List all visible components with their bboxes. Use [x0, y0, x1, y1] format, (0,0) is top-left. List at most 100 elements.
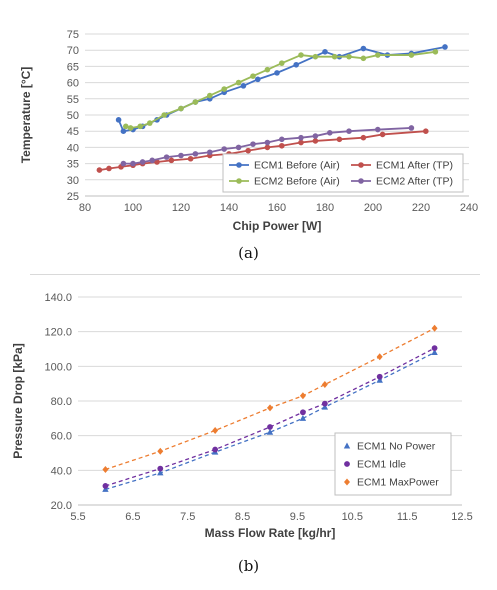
- chart-a-point-ecm1-after-tp: [312, 138, 319, 144]
- chart-a-point-ecm2-before-air: [192, 99, 199, 105]
- chart-a-point-ecm2-before-air: [123, 123, 129, 130]
- chart-a-point-ecm1-before-air: [322, 49, 328, 55]
- y-tick-label: 140.0: [44, 292, 72, 304]
- chart-a-point-ecm2-after-tp: [264, 139, 271, 146]
- chart-a-point-ecm2-after-tp: [235, 144, 242, 151]
- chart-b-point-ecm1-maxpower: [376, 353, 383, 361]
- figure-b: 20.0 40.0 60.0 80.0 100.0 120.0 140.0 5.5 6.5 7.5…: [0, 270, 497, 590]
- chart-b-point-ecm1-no-power: [102, 485, 109, 492]
- y-tick-label: 40: [67, 142, 79, 154]
- chart-a-point-ecm2-after-tp: [327, 130, 333, 136]
- chart-a-point-ecm2-after-tp: [163, 154, 170, 160]
- y-axis-title: Pressure Drop [kPa]: [11, 343, 25, 458]
- chart-b-point-ecm1-idle: [431, 345, 438, 352]
- chart-b-point-ecm1-no-power: [321, 403, 329, 410]
- chart-a-point-ecm1-before-air: [115, 117, 122, 123]
- chart-b-point-ecm1-idle: [102, 483, 109, 489]
- chart-a-point-ecm2-after-tp: [120, 160, 127, 167]
- chart-a-point-ecm1-after-tp: [336, 136, 343, 143]
- chart-a-point-ecm2-before-air: [432, 49, 439, 55]
- chart-b: 20.0 40.0 60.0 80.0 100.0 120.0 140.0 5.5 6.5 7.5…: [11, 292, 473, 540]
- chart-a-legend: [222, 153, 464, 193]
- chart-a-point-ecm1-after-tp: [279, 142, 285, 149]
- chart-a-point-ecm1-after-tp: [187, 155, 194, 162]
- chart-a-point-ecm2-after-tp: [408, 125, 415, 131]
- chart-a-point-ecm2-before-air: [375, 52, 381, 58]
- legend-label-ecm1-idle: ECM1 Idle: [357, 459, 406, 471]
- chart-b-point-ecm1-idle: [157, 465, 164, 472]
- caption-a: (a): [238, 244, 259, 262]
- y-tick-label: 80.0: [51, 396, 72, 408]
- chart-a: 25 30 35 40 45 50 55 60 65 70 75 80 100 120 140 160 180 2…: [19, 29, 478, 233]
- chart-b-point-ecm1-maxpower: [102, 465, 109, 473]
- chart-b-point-ecm1-no-power: [266, 428, 274, 435]
- x-tick-label: 80: [79, 202, 91, 214]
- x-tick-label: 180: [316, 202, 334, 214]
- chart-a-point-ecm1-before-air: [240, 83, 247, 89]
- chart-a-point-ecm1-after-tp: [96, 167, 103, 173]
- y-tick-label: 60.0: [51, 431, 72, 443]
- chart-a-point-ecm1-after-tp: [264, 144, 271, 151]
- legend-label-ecm1-no-power: ECM1 No Power: [357, 441, 436, 453]
- chart-a-point-ecm2-before-air: [312, 53, 319, 60]
- chart-a-point-ecm1-after-tp: [298, 139, 304, 146]
- chart-b-point-ecm1-maxpower: [267, 404, 273, 412]
- chart-a-point-ecm2-after-tp: [346, 128, 352, 134]
- y-tick-label: 70: [67, 45, 79, 57]
- x-tick-label: 11.5: [397, 511, 418, 523]
- chart-a-point-ecm1-before-air: [293, 61, 300, 68]
- chart-a-point-ecm2-after-tp: [312, 133, 319, 139]
- chart-b-point-ecm1-maxpower: [212, 426, 219, 434]
- y-axis-title: Temperature [°C]: [19, 67, 33, 164]
- chart-a-point-ecm2-after-tp: [375, 126, 381, 133]
- chart-b-point-ecm1-no-power: [376, 376, 383, 383]
- chart-b-trendline-ecm1-no-power: [105, 351, 435, 491]
- chart-b-point-ecm1-idle: [321, 400, 328, 407]
- chart-a-point-ecm2-before-air: [346, 53, 352, 60]
- x-axis-title: Mass Flow Rate [kg/hr]: [205, 526, 336, 540]
- chart-a-point-ecm2-before-air: [360, 55, 367, 62]
- chart-a-point-ecm2-after-tp: [250, 141, 256, 147]
- chart-b-point-ecm1-idle: [267, 424, 273, 430]
- chart-a-point-ecm2-before-air: [331, 53, 338, 60]
- chart-b-trendline-ecm1-idle: [105, 347, 435, 487]
- chart-a-point-ecm2-before-air: [235, 79, 242, 86]
- chart-a-point-ecm2-before-air: [178, 105, 184, 112]
- x-tick-label: 120: [172, 202, 190, 214]
- chart-b-point-ecm1-maxpower: [157, 447, 164, 455]
- chart-a-point-ecm2-before-air: [221, 86, 227, 92]
- x-tick-label: 6.5: [125, 511, 140, 523]
- chart-a-series-line-ecm1-before-air: [117, 46, 446, 133]
- chart-a-point-ecm2-after-tp: [298, 134, 304, 141]
- chart-a-point-ecm1-before-air: [274, 70, 280, 76]
- figure-a: 25 30 35 40 45 50 55 60 65 70 75 80 100 120 140 160 180 2…: [0, 0, 497, 270]
- legend-marker-ecm1-after-tp: [358, 162, 364, 168]
- chart-a-point-ecm1-after-tp: [154, 159, 160, 165]
- legend-marker-ecm1-maxpower: [344, 478, 350, 486]
- chart-b-point-ecm1-maxpower: [431, 324, 438, 332]
- caption-b: (b): [237, 557, 260, 575]
- chart-a-point-ecm2-after-tp: [207, 149, 213, 156]
- legend-label-ecm1-maxpower: ECM1 MaxPower: [357, 477, 439, 489]
- chart-b-legend: [334, 432, 452, 496]
- legend-marker-ecm2-after-tp: [358, 178, 364, 184]
- legend-marker-ecm2-before-air: [236, 178, 242, 184]
- chart-a-point-ecm2-before-air: [264, 66, 271, 73]
- chart-a-point-ecm2-after-tp: [192, 151, 199, 157]
- chart-a-point-ecm2-before-air: [161, 112, 167, 118]
- chart-a-point-ecm2-before-air: [137, 123, 143, 130]
- x-tick-label: 9.5: [290, 511, 305, 523]
- chart-a-point-ecm1-after-tp: [379, 131, 386, 138]
- legend-marker-ecm1-idle: [344, 461, 350, 467]
- y-tick-label: 55: [67, 94, 79, 106]
- chart-a-point-ecm2-before-air: [298, 52, 304, 58]
- y-tick-label: 60: [67, 78, 79, 90]
- y-tick-label: 40.0: [51, 465, 72, 477]
- y-tick-label: 20.0: [51, 500, 72, 512]
- x-tick-label: 200: [364, 202, 382, 214]
- y-tick-label: 25: [67, 191, 79, 203]
- x-tick-label: 10.5: [342, 511, 363, 523]
- y-tick-label: 65: [67, 61, 79, 73]
- chart-b-point-ecm1-idle: [300, 409, 306, 416]
- x-tick-label: 160: [268, 202, 286, 214]
